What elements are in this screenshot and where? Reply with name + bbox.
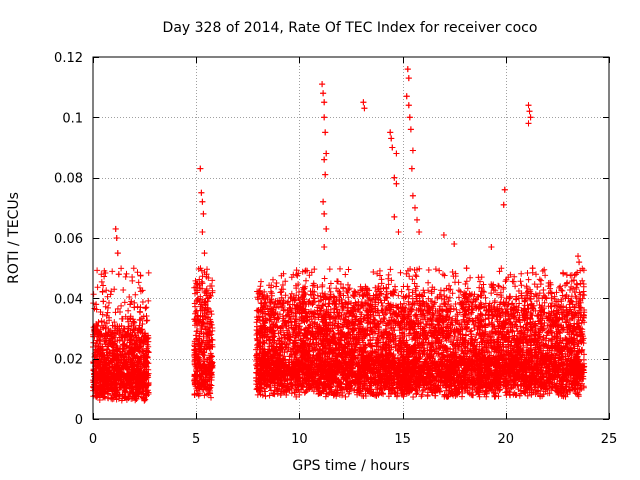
y-tick-label: 0.02 xyxy=(54,353,83,368)
scatter-point xyxy=(131,304,138,311)
scatter-point xyxy=(112,225,119,232)
scatter-point xyxy=(416,228,423,235)
scatter-point xyxy=(488,244,495,251)
scatter-point xyxy=(127,301,134,308)
scatter-point xyxy=(199,228,206,235)
scatter-point xyxy=(525,102,532,109)
scatter-point xyxy=(409,147,416,154)
x-tick-label: 10 xyxy=(291,432,308,447)
scatter-point xyxy=(527,114,534,121)
chart-title: Day 328 of 2014, Rate Of TEC Index for r… xyxy=(163,20,538,36)
scatter-point xyxy=(199,280,206,287)
x-tick-label: 25 xyxy=(601,432,618,447)
scatter-point xyxy=(529,265,536,272)
scatter-point xyxy=(500,201,507,208)
x-tick-labels: 0 5 10 15 20 25 xyxy=(89,432,617,447)
scatter-point xyxy=(414,216,421,223)
scatter-point xyxy=(463,265,470,272)
y-tick-label: 0.06 xyxy=(54,232,83,247)
x-tick-label: 0 xyxy=(89,432,97,447)
axis-ticks xyxy=(93,57,610,420)
scatter-point xyxy=(389,144,396,151)
scatter-point xyxy=(387,129,394,136)
scatter-point xyxy=(525,120,532,127)
y-tick-label: 0.08 xyxy=(54,172,83,187)
scatter-point xyxy=(114,250,121,257)
x-tick-label: 5 xyxy=(192,432,200,447)
scatter-point xyxy=(197,165,204,172)
scatter-point xyxy=(319,81,326,88)
scatter-point xyxy=(526,108,533,115)
scatter-point xyxy=(113,235,120,241)
scatter-point xyxy=(323,225,330,232)
scatter-point xyxy=(321,114,328,121)
scatter-point xyxy=(361,105,368,112)
scatter-point xyxy=(321,244,328,251)
x-axis-label: GPS time / hours xyxy=(292,458,409,474)
scatter-point xyxy=(395,228,402,235)
scatter-point xyxy=(403,93,410,100)
y-tick-label: 0 xyxy=(75,413,83,428)
scatter-point xyxy=(322,171,329,178)
scatter-point xyxy=(576,259,583,266)
scatter-point xyxy=(406,114,413,121)
scatter-point xyxy=(93,301,100,308)
scatter-point xyxy=(321,156,328,163)
scatter-point xyxy=(388,135,395,142)
scatter-point xyxy=(201,250,208,257)
scatter-point xyxy=(501,186,508,193)
scatter-point xyxy=(321,210,328,217)
scatter-point xyxy=(200,210,207,217)
scatter-point xyxy=(393,180,400,187)
x-tick-label: 15 xyxy=(394,432,411,447)
scatter-point xyxy=(391,213,398,220)
scatter-point xyxy=(411,204,418,211)
scatter-point xyxy=(451,241,458,248)
y-tick-label: 0.1 xyxy=(62,111,83,126)
scatter-point xyxy=(137,304,144,311)
y-tick-label: 0.12 xyxy=(54,51,83,66)
scatter-point xyxy=(203,271,210,278)
scatter-point xyxy=(323,150,330,157)
scatter-point xyxy=(575,253,582,260)
scatter-point-cloud xyxy=(90,66,588,404)
scatter-point xyxy=(570,277,577,284)
scatter-point xyxy=(440,231,447,238)
scatter-point xyxy=(409,192,416,199)
scatter-point xyxy=(320,90,327,97)
scatter-point xyxy=(572,271,579,278)
scatter-point xyxy=(115,271,122,278)
scatter-point xyxy=(321,99,328,106)
scatter-point xyxy=(405,75,412,82)
scatter-point xyxy=(391,174,398,181)
scatter-point xyxy=(198,189,205,196)
y-tick-labels: 0 0.02 0.04 0.06 0.08 0.1 0.12 xyxy=(54,51,83,428)
scatter-point xyxy=(405,102,412,109)
scatter-point xyxy=(393,150,400,157)
scatter-point xyxy=(199,198,206,205)
x-tick-label: 20 xyxy=(498,432,515,447)
y-axis-label: ROTI / TECUs xyxy=(6,192,22,284)
scatter-point xyxy=(360,99,367,106)
scatter-point xyxy=(407,126,414,133)
scatter-point xyxy=(408,165,415,172)
scatter-point xyxy=(404,66,411,73)
scatter-point xyxy=(322,129,329,136)
y-tick-label: 0.04 xyxy=(54,292,83,307)
data-points xyxy=(90,66,588,404)
scatter-point xyxy=(320,198,327,205)
scatter-point xyxy=(100,298,107,305)
